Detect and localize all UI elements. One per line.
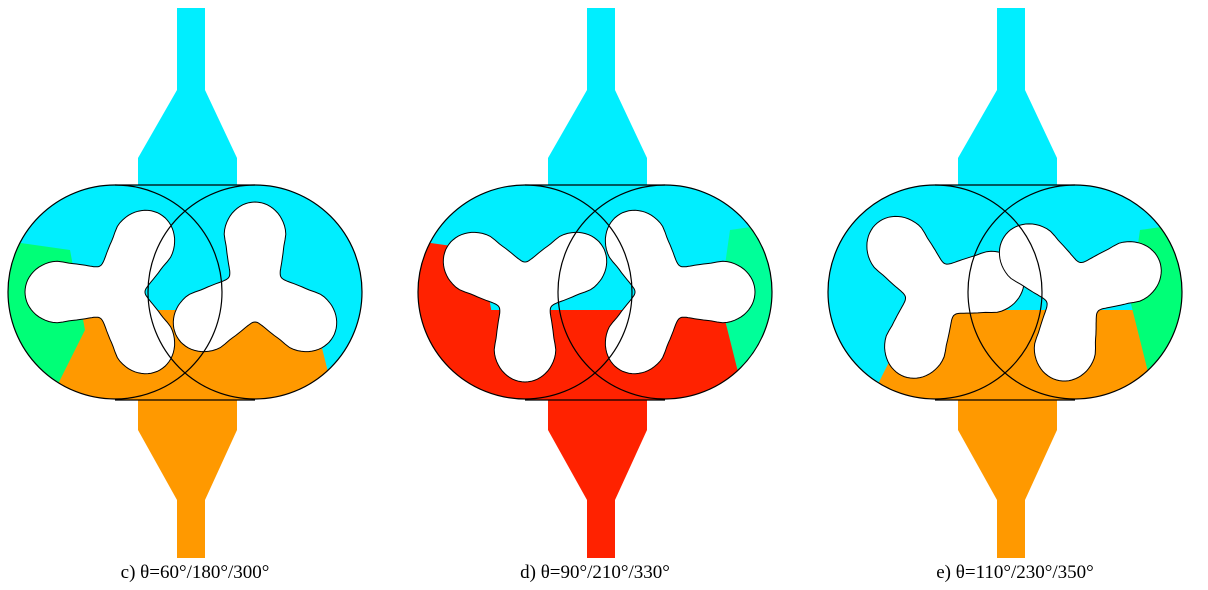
outlet-port	[548, 398, 647, 558]
left-rotor	[866, 215, 1025, 379]
right-rotor	[998, 223, 1162, 382]
right-side-pocket	[310, 220, 362, 400]
left-rotor	[442, 231, 608, 383]
right-rotor	[172, 201, 338, 353]
caption-panel-c: c) θ=60°/180°/300°	[120, 562, 270, 583]
inlet-port	[958, 8, 1057, 188]
casing-outline	[827, 184, 1183, 401]
caption-panel-e: e) θ=110°/230°/350°	[936, 562, 1094, 583]
casing-outline	[7, 184, 363, 401]
panel-e-diagram	[827, 8, 1183, 558]
right-side-pocket	[720, 220, 772, 400]
casing-outline	[417, 184, 773, 401]
outlet-port	[138, 398, 237, 558]
right-rotor	[604, 209, 756, 375]
panel-d-diagram	[417, 8, 773, 558]
inlet-port	[138, 8, 237, 188]
left-rotor	[24, 209, 176, 375]
panel-c-diagram	[7, 8, 363, 558]
caption-panel-d: d) θ=90°/210°/330°	[520, 562, 670, 583]
inlet-port	[548, 8, 647, 188]
outlet-port	[958, 398, 1057, 558]
